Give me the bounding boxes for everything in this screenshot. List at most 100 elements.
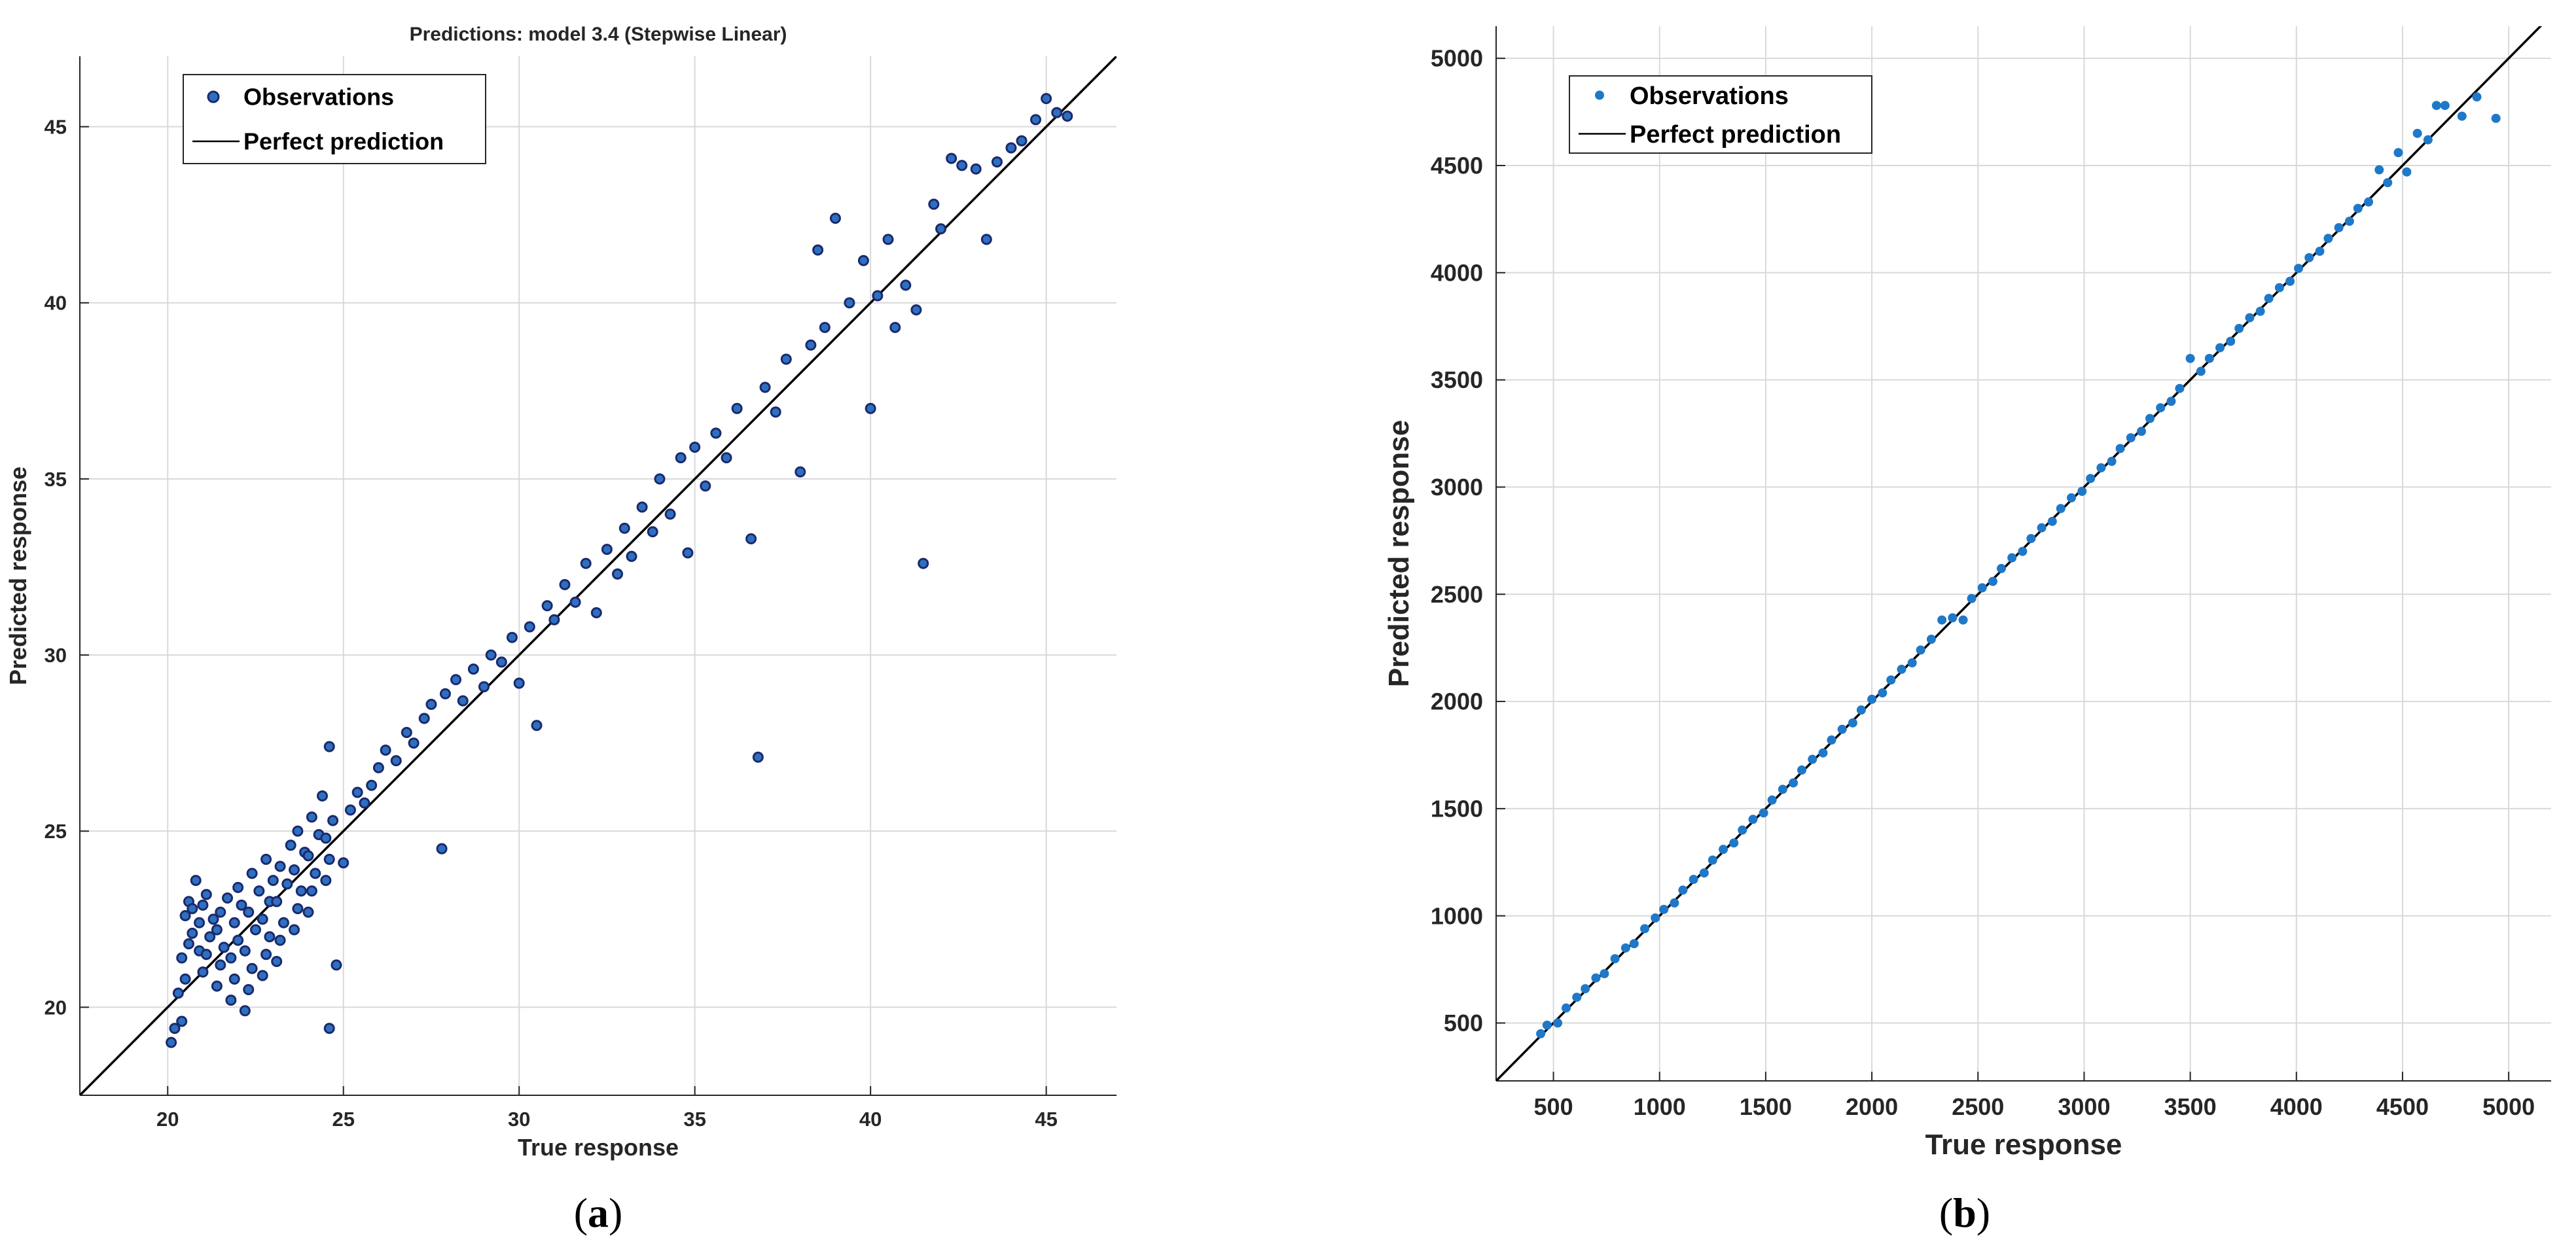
x-tick-label: 2500 xyxy=(1952,1093,2004,1120)
observation-point xyxy=(1937,615,1947,625)
observation-point xyxy=(601,544,613,555)
observation-point xyxy=(225,952,237,964)
observation-point xyxy=(2315,247,2325,256)
observation-point xyxy=(654,473,666,485)
observation-point xyxy=(2431,101,2441,111)
observation-point xyxy=(2115,444,2125,453)
observation-point xyxy=(1808,754,1817,764)
y-tick-label: 3000 xyxy=(1431,474,1483,501)
observation-point xyxy=(1670,898,1679,908)
observation-point xyxy=(331,959,342,971)
observation-point xyxy=(495,656,507,668)
observation-point xyxy=(2077,486,2087,496)
observation-point xyxy=(2126,433,2136,443)
observation-point xyxy=(289,924,300,936)
y-tick-label: 4500 xyxy=(1431,152,1483,179)
x-tick-label: 35 xyxy=(683,1108,706,1131)
observation-point xyxy=(249,924,261,936)
legend-observations-marker xyxy=(1595,90,1604,100)
y-tick-label: 35 xyxy=(45,468,67,491)
observation-point xyxy=(243,906,255,918)
observation-point xyxy=(689,442,701,453)
legend-perfect-prediction-label: Perfect prediction xyxy=(243,128,444,155)
observation-point xyxy=(524,621,535,633)
observation-point xyxy=(169,1023,181,1034)
panel-caption: (a) xyxy=(574,1189,623,1236)
legend: Observations Perfect prediction xyxy=(183,74,486,164)
observation-point xyxy=(200,889,212,900)
observation-point xyxy=(2185,353,2195,363)
observation-point xyxy=(780,353,792,365)
x-tick-label: 45 xyxy=(1035,1108,1057,1131)
observation-point xyxy=(2364,197,2374,207)
observation-point xyxy=(1916,645,1925,655)
observation-point xyxy=(1062,111,1073,122)
observation-point xyxy=(2344,217,2354,226)
observation-point xyxy=(1767,795,1777,805)
observation-point xyxy=(1708,855,1717,865)
x-tick-label: 4500 xyxy=(2376,1093,2429,1120)
y-tick-label: 1000 xyxy=(1431,902,1483,929)
observation-point xyxy=(2056,504,2066,514)
x-tick-label: 25 xyxy=(332,1108,354,1131)
observation-point xyxy=(2037,523,2047,533)
observation-point xyxy=(425,698,437,710)
legend-box xyxy=(183,74,486,164)
observation-point xyxy=(844,297,855,309)
observation-point xyxy=(1620,943,1630,953)
observation-point xyxy=(390,755,402,767)
observation-point xyxy=(200,949,212,960)
x-tick-label: 20 xyxy=(156,1108,179,1131)
x-tick-label: 4000 xyxy=(2270,1093,2323,1120)
x-tick-label: 500 xyxy=(1534,1093,1573,1120)
observation-point xyxy=(506,631,518,643)
x-axis-label: True response xyxy=(1925,1129,2122,1161)
observation-point xyxy=(467,663,479,675)
observation-point xyxy=(264,931,276,943)
observation-point xyxy=(253,885,265,897)
observation-point xyxy=(2066,493,2076,502)
observation-point xyxy=(2226,336,2236,346)
observation-point xyxy=(2353,203,2363,213)
observation-point xyxy=(882,234,894,245)
observation-point xyxy=(1659,904,1669,914)
observation-point xyxy=(819,321,831,333)
observation-point xyxy=(2145,414,2155,423)
observation-point xyxy=(1005,142,1017,154)
observation-point xyxy=(829,213,841,224)
observation-point xyxy=(2234,323,2244,333)
observation-point xyxy=(1818,748,1828,758)
observation-point xyxy=(302,906,314,918)
observation-point xyxy=(991,156,1003,167)
observation-point xyxy=(731,402,743,414)
observation-point xyxy=(179,973,191,985)
observation-point xyxy=(857,255,869,266)
observation-point xyxy=(1536,1029,1546,1038)
observation-point xyxy=(1977,583,1987,593)
observation-point xyxy=(2393,148,2403,158)
observation-point xyxy=(2285,276,2295,286)
observation-point xyxy=(225,995,237,1006)
observation-point xyxy=(2323,234,2333,243)
observation-point xyxy=(2274,283,2284,292)
observation-point xyxy=(439,688,451,699)
y-tick-label: 45 xyxy=(45,116,67,139)
observation-point xyxy=(664,508,676,520)
observation-point xyxy=(366,779,378,791)
observation-point xyxy=(1988,576,1997,586)
observation-point xyxy=(187,903,198,915)
observation-point xyxy=(380,744,391,756)
observation-point xyxy=(1651,913,1660,923)
observation-point xyxy=(1897,664,1906,674)
observation-point xyxy=(215,906,226,918)
observation-point xyxy=(612,568,624,580)
observation-point xyxy=(316,790,328,802)
observation-point xyxy=(2440,101,2450,111)
observation-point xyxy=(310,868,321,879)
observation-point xyxy=(770,406,781,418)
observation-point xyxy=(274,934,286,946)
observation-point xyxy=(647,526,658,538)
observation-point xyxy=(257,970,268,981)
observation-point xyxy=(580,557,592,569)
